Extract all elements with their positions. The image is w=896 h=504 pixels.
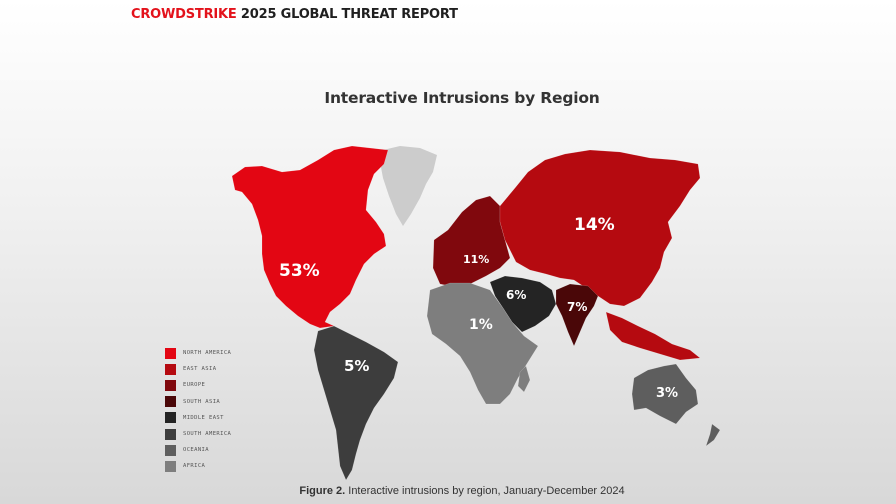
map-legend: North America East Asia Europe South Asi… [165, 345, 231, 475]
legend-swatch [165, 460, 176, 472]
legend-swatch [165, 412, 176, 424]
legend-swatch [165, 347, 176, 359]
legend-item-north-america: North America [165, 345, 231, 361]
region-southeast-asia [605, 311, 701, 361]
legend-label: Africa [183, 463, 206, 470]
region-south-america [313, 325, 399, 481]
label-south-asia: 7% [567, 300, 587, 314]
legend-label: South America [183, 431, 232, 438]
legend-swatch [165, 396, 176, 408]
label-europe: 11% [463, 253, 489, 266]
legend-swatch [165, 379, 176, 391]
legend-label: Europe [183, 382, 206, 389]
legend-item-europe: Europe [165, 377, 231, 393]
region-oceania [631, 363, 699, 425]
caption-text: Interactive intrusions by region, Januar… [345, 485, 625, 497]
region-north-america [231, 145, 389, 329]
legend-swatch [165, 428, 176, 440]
region-east-asia [499, 149, 701, 307]
label-africa: 1% [469, 317, 493, 333]
region-madagascar [517, 365, 531, 393]
region-greenland [380, 146, 437, 226]
legend-item-east-asia: East Asia [165, 361, 231, 377]
label-north-america: 53% [279, 261, 320, 281]
label-oceania: 3% [656, 386, 678, 401]
legend-swatch [165, 444, 176, 456]
region-europe [432, 195, 511, 288]
region-africa [426, 282, 539, 405]
region-south-asia [555, 283, 599, 347]
report-header: CROWDSTRIKE 2025 GLOBAL THREAT REPORT [131, 7, 458, 22]
legend-item-oceania: Oceania [165, 442, 231, 458]
figure-caption: Figure 2. Interactive intrusions by regi… [0, 485, 896, 497]
label-east-asia: 14% [574, 215, 615, 235]
region-new-zealand [705, 423, 721, 447]
report-name: 2025 GLOBAL THREAT REPORT [236, 7, 458, 22]
legend-item-south-america: South America [165, 426, 231, 442]
legend-item-africa: Africa [165, 458, 231, 474]
caption-label: Figure 2. [299, 485, 346, 497]
legend-label: Middle East [183, 414, 224, 421]
legend-item-middle-east: Middle East [165, 410, 231, 426]
brand-name: CROWDSTRIKE [131, 7, 237, 22]
legend-label: Oceania [183, 447, 209, 454]
legend-label: East Asia [183, 366, 217, 373]
label-south-america: 5% [344, 357, 369, 375]
map-title: Interactive Intrusions by Region [324, 89, 600, 107]
legend-swatch [165, 363, 176, 375]
label-middle-east: 6% [506, 288, 526, 302]
legend-label: North America [183, 350, 232, 357]
legend-label: South Asia [183, 398, 221, 405]
legend-item-south-asia: South Asia [165, 394, 231, 410]
